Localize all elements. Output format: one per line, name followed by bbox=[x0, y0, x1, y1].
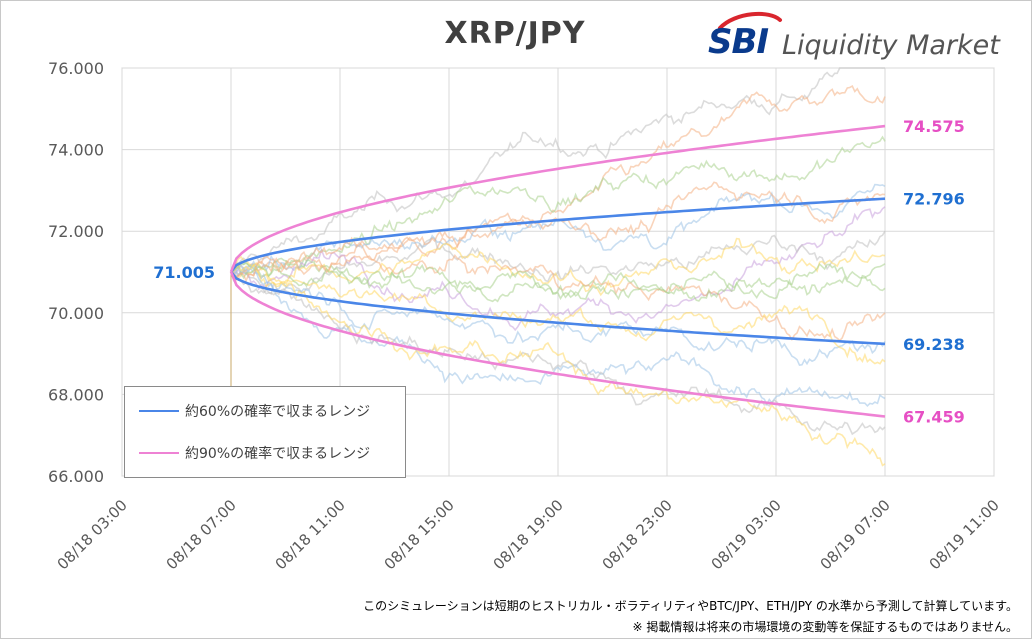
y-tick-label: 68.000 bbox=[48, 385, 104, 404]
x-tick-label: 08/18 07:00 bbox=[163, 496, 240, 573]
simulation-path-line bbox=[230, 257, 886, 303]
range-bands bbox=[229, 124, 886, 418]
x-tick-label: 08/19 07:00 bbox=[817, 496, 894, 573]
simulation-path-line bbox=[230, 262, 886, 302]
simulation-path-line bbox=[230, 230, 886, 296]
value-labels: 72.796 69.238 74.575 67.459 71.005 bbox=[153, 117, 965, 426]
band-upper-line bbox=[229, 197, 886, 273]
legend-item-90: 約90%の確率で収まるレンジ bbox=[139, 443, 370, 463]
legend-label-90: 約90%の確率で収まるレンジ bbox=[185, 446, 371, 462]
simulation-path-line bbox=[230, 262, 886, 467]
x-tick-label: 08/18 03:00 bbox=[54, 496, 131, 573]
legend-line-90 bbox=[139, 452, 179, 454]
disclaimer-guarantee: ※ 掲載情報は将来の市場環境の変動等を保証するものではありません。 bbox=[632, 620, 1018, 634]
legend-line-60 bbox=[139, 410, 179, 412]
chart-legend: 約60%の確率で収まるレンジ 約90%の確率で収まるレンジ bbox=[124, 386, 406, 478]
band-lower-value-label: 69.238 bbox=[903, 335, 965, 354]
band-lower-line bbox=[229, 271, 886, 418]
simulation-path-line bbox=[230, 237, 886, 297]
x-tick-label: 08/19 03:00 bbox=[708, 496, 785, 573]
x-tick-label: 08/18 19:00 bbox=[490, 496, 567, 573]
band-lower-value-label: 67.459 bbox=[903, 407, 965, 426]
band-upper-line bbox=[229, 124, 886, 273]
band-lower-line bbox=[229, 270, 886, 346]
y-tick-label: 76.000 bbox=[48, 59, 104, 78]
logo-company-text: Liquidity Market bbox=[782, 30, 1000, 61]
disclaimer-method: このシミュレーションは短期のヒストリカル・ボラティリティやBTC/JPY、ETH… bbox=[363, 599, 1018, 613]
logo-sbi-text: SBI bbox=[708, 22, 769, 62]
y-tick-label: 70.000 bbox=[48, 304, 104, 323]
y-tick-label: 74.000 bbox=[48, 141, 104, 160]
y-tick-label: 66.000 bbox=[48, 467, 104, 486]
brand-logo: SBI Liquidity Market bbox=[700, 8, 1000, 68]
x-tick-label: 08/18 15:00 bbox=[381, 496, 458, 573]
legend-label-60: 約60%の確率で収まるレンジ bbox=[185, 404, 371, 420]
simulation-path-line bbox=[230, 264, 886, 436]
band-upper-value-label: 72.796 bbox=[903, 190, 965, 209]
start-value-label: 71.005 bbox=[153, 263, 215, 282]
simulation-path-line bbox=[230, 206, 886, 332]
y-tick-label: 72.000 bbox=[48, 222, 104, 241]
x-tick-label: 08/18 11:00 bbox=[272, 496, 349, 573]
simulation-path-line bbox=[230, 135, 886, 277]
legend-item-60: 約60%の確率で収まるレンジ bbox=[139, 401, 370, 421]
band-upper-value-label: 74.575 bbox=[903, 117, 965, 136]
x-tick-label: 08/19 11:00 bbox=[926, 496, 1003, 573]
x-tick-label: 08/18 23:00 bbox=[599, 496, 676, 573]
simulation-path-line bbox=[230, 255, 886, 365]
chart-title: XRP/JPY bbox=[444, 16, 586, 51]
logo-swoosh-icon bbox=[718, 11, 782, 30]
simulation-path-line bbox=[230, 253, 886, 342]
